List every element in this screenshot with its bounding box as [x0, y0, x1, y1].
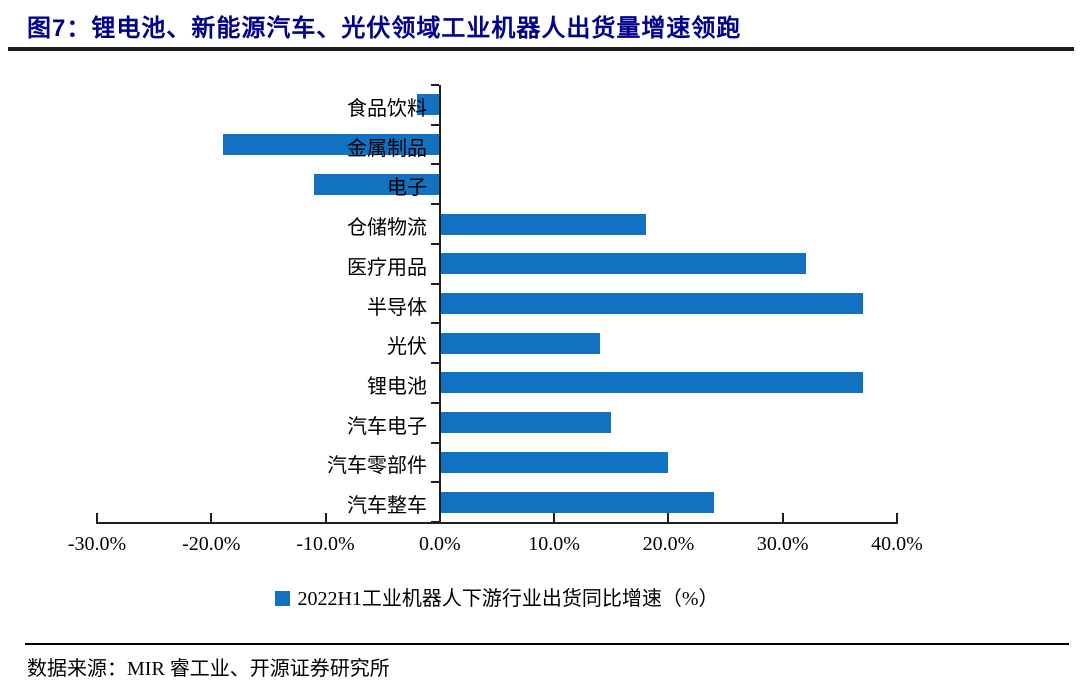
- x-tick-label: 10.0%: [528, 533, 580, 555]
- category-axis-tick: [430, 282, 439, 285]
- x-axis-tick: [553, 513, 556, 522]
- x-tick-label: -20.0%: [182, 533, 241, 555]
- x-axis-tick: [96, 513, 98, 522]
- x-axis-tick: [667, 513, 670, 522]
- x-axis-tick: [210, 513, 213, 522]
- category-label: 汽车电子: [347, 415, 427, 438]
- x-tick-label: 0.0%: [419, 533, 461, 555]
- category-label: 金属制品: [347, 137, 427, 160]
- bar-chart: 食品饮料金属制品电子仓储物流医疗用品半导体光伏锂电池汽车电子汽车零部件汽车整车 -…: [68, 84, 923, 555]
- x-tick-label: -10.0%: [296, 533, 355, 555]
- category-axis-tick: [430, 203, 439, 206]
- plot-area: 食品饮料金属制品电子仓储物流医疗用品半导体光伏锂电池汽车电子汽车零部件汽车整车 -…: [68, 84, 923, 555]
- bar-半导体: [439, 293, 863, 314]
- bar-食品饮料: [417, 94, 440, 116]
- bar-金属制品: [222, 134, 440, 156]
- x-tick-label: -30.0%: [67, 533, 127, 555]
- zero-axis-line: [438, 85, 441, 522]
- bar-锂电池: [439, 372, 863, 394]
- category-label: 医疗用品: [347, 256, 427, 279]
- figure-title: 图7：锂电池、新能源汽车、光伏领域工业机器人出货量增速领跑: [27, 15, 742, 42]
- legend-label: 2022H1工业机器人下游行业出货同比增速（%）: [297, 588, 719, 610]
- category-label: 锂电池: [367, 375, 427, 398]
- category-label: 仓储物流: [347, 217, 427, 240]
- category-axis-tick: [430, 84, 439, 86]
- category-axis-tick: [430, 362, 439, 365]
- x-axis-tick: [781, 513, 784, 522]
- category-label: 汽车零部件: [327, 455, 427, 478]
- bar-仓储物流: [439, 213, 646, 235]
- category-axis-tick: [430, 401, 439, 404]
- title-underline: [8, 47, 1074, 51]
- legend-swatch-icon: [275, 591, 291, 606]
- category-label: 电子: [387, 177, 427, 200]
- category-axis-tick: [430, 123, 439, 126]
- bar-汽车整车: [439, 491, 715, 513]
- legend: 2022H1工业机器人下游行业出货同比增速（%）: [97, 582, 897, 611]
- category-axis-tick: [430, 242, 439, 245]
- data-source: 数据来源：MIR 睿工业、开源证券研究所: [27, 658, 390, 680]
- category-axis-tick: [430, 481, 439, 484]
- x-tick-label: 40.0%: [871, 533, 923, 555]
- category-label: 食品饮料: [347, 97, 427, 120]
- category-label: 汽车整车: [347, 495, 427, 518]
- bar-电子: [314, 173, 440, 195]
- x-axis-tick: [896, 513, 898, 522]
- x-axis-tick: [438, 513, 441, 522]
- x-tick-label: 30.0%: [756, 533, 809, 555]
- bar-汽车电子: [439, 412, 612, 434]
- category-label: 半导体: [367, 296, 427, 319]
- bar-光伏: [439, 332, 600, 354]
- x-tick-label: 20.0%: [642, 533, 695, 555]
- category-axis-tick: [430, 163, 439, 166]
- category-axis-tick: [430, 322, 439, 325]
- category-axis-tick: [430, 441, 439, 444]
- bar-医疗用品: [439, 253, 806, 275]
- x-axis-line: [96, 522, 898, 524]
- footer-divider: [25, 643, 1069, 645]
- bar-汽车零部件: [439, 451, 669, 473]
- x-axis-tick: [324, 513, 327, 522]
- category-label: 光伏: [387, 336, 427, 359]
